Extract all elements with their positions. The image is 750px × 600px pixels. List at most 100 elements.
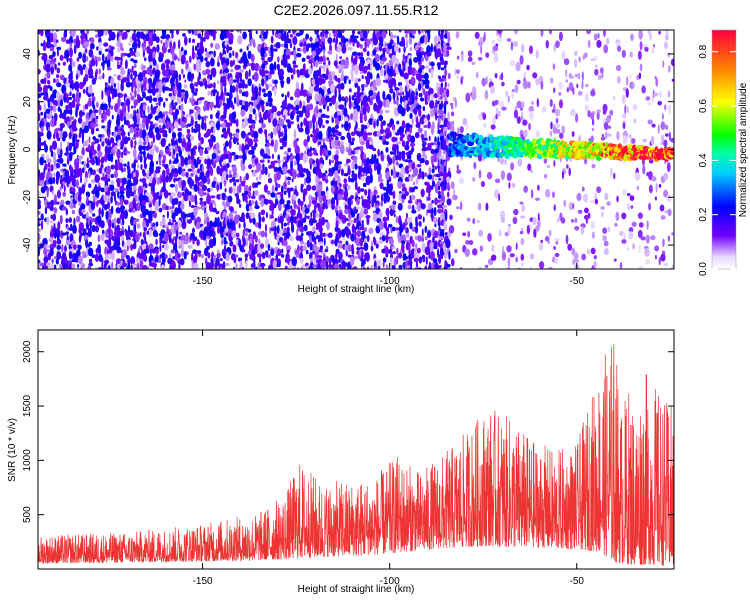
spectrogram-cell xyxy=(322,64,326,73)
spectrogram-cell xyxy=(555,240,559,245)
spectrogram-cell xyxy=(139,197,143,207)
spectrogram-cell xyxy=(102,61,105,71)
spectrogram-cell xyxy=(134,88,137,98)
spectrogram-cell xyxy=(107,253,112,260)
spectrogram-cell xyxy=(102,72,105,80)
spectrogram-cell xyxy=(619,261,623,269)
spectrogram-cell xyxy=(120,47,124,52)
spectrogram-cell xyxy=(107,189,111,197)
spectrogram-cell xyxy=(424,100,429,105)
spectrogram-cell xyxy=(322,124,325,129)
spectrogram-cell xyxy=(78,51,83,59)
spectrogram-cell xyxy=(424,154,427,160)
spectrogram-cell xyxy=(229,60,234,68)
spectrogram-cell xyxy=(40,126,44,133)
spectrogram-cell xyxy=(386,230,390,235)
spectrogram-cell xyxy=(282,135,288,143)
spectrogram-cell xyxy=(397,202,403,211)
spectrogram-cell xyxy=(590,89,596,97)
spectrogram-cell xyxy=(527,163,532,171)
spectrogram-cell xyxy=(234,137,239,142)
spectrogram-cell xyxy=(92,169,96,176)
spectrogram-cell xyxy=(102,103,108,111)
spectrogram-cell xyxy=(194,200,198,206)
spectrogram-cell xyxy=(42,237,48,247)
spectrogram-cell xyxy=(424,225,428,234)
spectrogram-cell xyxy=(337,44,342,53)
spectrogram-cell xyxy=(181,179,187,189)
spectrogram-cell xyxy=(168,253,172,258)
spectrogram-cell xyxy=(49,205,54,212)
spectrogram-cell xyxy=(306,184,312,191)
spectrogram-cell xyxy=(359,211,365,219)
spectrogram-cell xyxy=(653,92,659,97)
spectrogram-cell xyxy=(299,173,305,178)
spectrogram-cell xyxy=(97,143,101,153)
spectrogram-cell xyxy=(203,36,206,42)
spectrogram-cell xyxy=(85,56,89,62)
spectrogram-cell xyxy=(135,169,139,179)
spectrogram-cell xyxy=(147,105,150,114)
spectrogram-cell xyxy=(129,256,136,266)
spectrogram-cell xyxy=(123,199,129,205)
spectrogram-cell xyxy=(299,42,304,47)
spectrogram-cell xyxy=(415,91,419,96)
spectrogram-cell xyxy=(131,65,134,71)
spectrogram-cell xyxy=(626,203,631,211)
spectrogram-cell xyxy=(432,164,435,169)
spectrogram-cell xyxy=(133,30,136,34)
spectrogram-cell xyxy=(430,185,434,190)
spectrogram-cell xyxy=(364,189,368,196)
spectrogram-cell xyxy=(344,98,347,108)
spectrogram-cell xyxy=(280,254,285,258)
spectrogram-cell xyxy=(91,77,97,85)
spectrogram-cell xyxy=(231,230,237,239)
spectrogram-cell xyxy=(286,249,290,253)
spectrogram-cell xyxy=(411,209,417,214)
spectrogram-cell xyxy=(353,217,357,224)
spectrogram-cell xyxy=(177,82,182,91)
spectrogram-cell xyxy=(190,267,194,269)
spectrogram-cell xyxy=(256,253,263,258)
spectrogram-cell xyxy=(38,132,44,137)
spectrogram-cell xyxy=(591,231,595,239)
spectrogram-cell xyxy=(286,200,291,205)
spectrogram-cell xyxy=(115,117,121,127)
spectrogram-cell xyxy=(78,91,82,99)
spectrogram-cell xyxy=(135,257,140,264)
spectrogram-cell xyxy=(238,65,241,70)
spectrogram-cell xyxy=(440,252,444,260)
spectrogram-cell xyxy=(110,191,116,197)
spectrogram-cell xyxy=(366,132,373,136)
spectrogram-cell xyxy=(97,75,104,80)
spectrogram-cell xyxy=(506,38,512,42)
spectrogram-cell xyxy=(139,151,144,155)
spectrogram-cell xyxy=(52,176,56,185)
spectrogram-cell xyxy=(264,223,267,233)
spectrogram-cell xyxy=(429,142,435,146)
spectrogram-cell xyxy=(116,40,121,48)
spectrogram-cell xyxy=(508,181,511,189)
spectrogram-cell xyxy=(51,190,54,195)
spectrogram-cell xyxy=(133,189,137,195)
spectrogram-cell xyxy=(429,100,435,110)
spectrogram-cell xyxy=(88,241,92,247)
spectrogram-cell xyxy=(417,61,422,66)
spectrogram-cell xyxy=(271,210,274,215)
spectrogram-cell xyxy=(440,95,443,100)
spectrogram-cell xyxy=(96,215,102,224)
spectrogram-cell xyxy=(107,132,111,139)
spectrogram-cell xyxy=(271,153,274,160)
spectrogram-cell xyxy=(467,56,473,62)
spectrogram-cell xyxy=(71,100,76,109)
spectrogram-cell xyxy=(187,154,191,161)
spectrogram-cell xyxy=(72,126,78,132)
spectrogram-cell xyxy=(88,170,91,179)
spectrogram-cell xyxy=(188,200,192,207)
spectrogram-cell xyxy=(263,184,269,193)
spectrogram-cell xyxy=(378,211,383,219)
spectrogram-cell xyxy=(226,126,231,135)
spectrogram-cell xyxy=(116,201,121,206)
spectrogram-cell xyxy=(355,206,361,210)
spectrogram-cell xyxy=(385,133,390,140)
